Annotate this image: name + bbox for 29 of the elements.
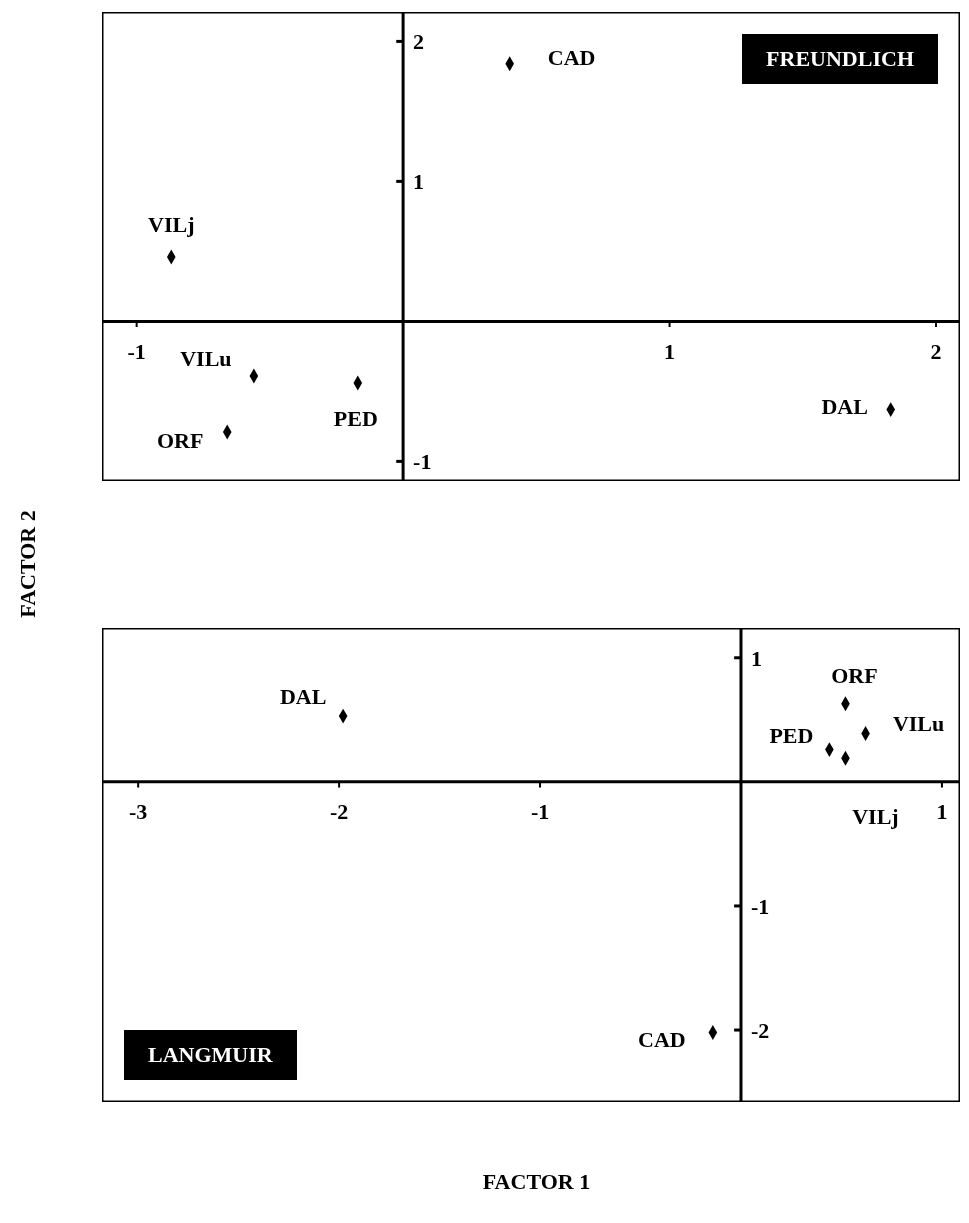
text: LANGMUIR	[124, 1030, 297, 1080]
x-tick-label: -1	[530, 799, 550, 825]
y-tick-label: 1	[413, 169, 425, 195]
y-tick-label: 1	[750, 645, 762, 671]
annotation: DAL	[821, 394, 868, 420]
y-tick-label: -2	[750, 1017, 770, 1043]
annotation: ORF	[157, 427, 204, 453]
annotation: VILu	[180, 345, 232, 371]
y-tick-label: -1	[413, 449, 432, 475]
x-tick-label: 1	[664, 339, 676, 365]
x-axis-title: FACTOR 1	[481, 1169, 592, 1195]
annotation: VILu	[892, 710, 945, 736]
y-axis-title: FACTOR 2	[15, 510, 41, 618]
annotation: CAD	[547, 45, 596, 71]
annotation: CAD	[638, 1027, 686, 1053]
y-tick-label: 2	[413, 29, 425, 55]
x-tick-label: -3	[129, 799, 148, 825]
annotation: VILj	[852, 803, 899, 829]
annotation: VILj	[148, 211, 195, 237]
annotation: DAL	[279, 683, 327, 709]
x-tick-label: 1	[936, 799, 948, 825]
x-tick-label: 2	[930, 339, 942, 365]
annotation: PED	[769, 723, 814, 749]
x-tick-label: -1	[127, 339, 146, 365]
annotation: ORF	[831, 663, 878, 689]
x-tick-label: -2	[329, 799, 349, 825]
text: FREUNDLICH	[742, 34, 938, 84]
annotation: PED	[333, 405, 378, 431]
y-tick-label: -1	[750, 893, 770, 919]
